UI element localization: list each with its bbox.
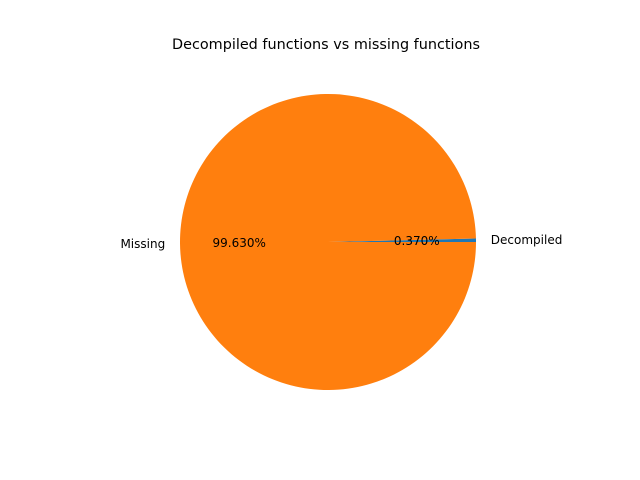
pie-slice-decompiled	[328, 238, 476, 242]
chart-title: Decompiled functions vs missing function…	[172, 37, 480, 53]
slice-label-decompiled: Decompiled	[491, 233, 563, 247]
slice-percent-missing: 99.630%	[213, 236, 266, 250]
pie-labels: Decompiled 0.370% Missing 99.630%	[120, 233, 562, 251]
slice-percent-decompiled: 0.370%	[394, 234, 440, 248]
pie-slices	[179, 93, 476, 390]
pie-slice-missing	[179, 93, 476, 390]
slice-label-missing: Missing	[120, 237, 165, 251]
